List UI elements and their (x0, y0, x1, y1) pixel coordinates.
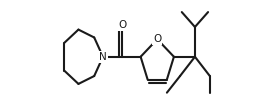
Text: O: O (153, 34, 161, 44)
Text: N: N (99, 52, 107, 62)
Text: O: O (118, 20, 126, 30)
